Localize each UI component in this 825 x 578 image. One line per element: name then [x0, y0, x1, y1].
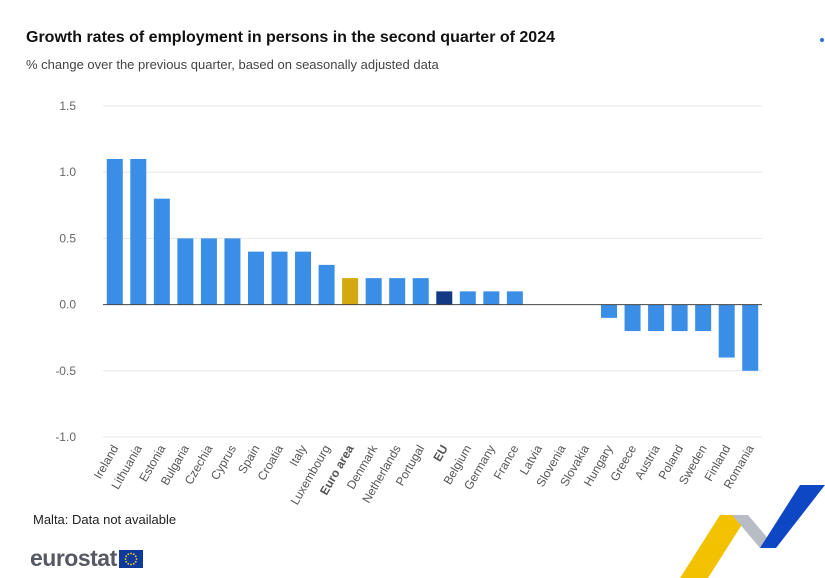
y-tick-label: -1.0 [55, 430, 76, 444]
y-tick-label: 0.5 [59, 231, 76, 245]
bar-belgium[interactable] [459, 291, 476, 305]
decorative-swoosh [680, 485, 825, 578]
bar-ireland[interactable] [106, 158, 123, 305]
bar-portugal[interactable] [412, 278, 429, 305]
y-tick-label: -0.5 [55, 364, 76, 378]
bar-cyprus[interactable] [224, 238, 241, 305]
bar-austria[interactable] [648, 304, 665, 332]
bar-eu[interactable] [436, 291, 453, 305]
logo-text: eurostat [30, 545, 117, 571]
bar-luxembourg[interactable] [318, 264, 335, 305]
bar-spain[interactable] [247, 251, 264, 305]
bar-poland[interactable] [671, 304, 688, 332]
bar-croatia[interactable] [271, 251, 288, 305]
y-tick-label: 0.0 [59, 298, 76, 312]
bar-finland[interactable] [718, 304, 735, 358]
bar-estonia[interactable] [153, 198, 170, 305]
y-tick-label: 1.5 [59, 99, 76, 113]
bar-italy[interactable] [295, 251, 312, 305]
bar-czechia[interactable] [200, 238, 217, 305]
swoosh-yellow [680, 515, 748, 578]
bar-romania[interactable] [742, 304, 759, 371]
y-tick-label: 1.0 [59, 165, 76, 179]
eu-flag-icon [118, 549, 143, 568]
footnote: Malta: Data not available [33, 512, 177, 527]
chart-subtitle: % change over the previous quarter, base… [26, 57, 439, 72]
bar-lithuania[interactable] [130, 158, 147, 305]
menu-dot-icon[interactable] [820, 38, 824, 42]
swoosh-blue [760, 485, 825, 548]
chart-title: Growth rates of employment in persons in… [26, 29, 555, 46]
bar-hungary[interactable] [601, 304, 618, 318]
x-tick-label: EU [430, 443, 450, 464]
bar-chart: 1.51.00.50.0-0.5-1.0IrelandLithuaniaEsto… [55, 99, 762, 507]
bar-bulgaria[interactable] [177, 238, 194, 305]
swoosh-grey [732, 515, 776, 548]
bar-denmark[interactable] [365, 278, 382, 305]
bar-greece[interactable] [624, 304, 641, 332]
x-tick-label: Italy [287, 443, 310, 469]
eurostat-logo: eurostat [30, 545, 143, 572]
bar-euro-area[interactable] [342, 278, 359, 305]
bar-germany[interactable] [483, 291, 500, 305]
bar-netherlands[interactable] [389, 278, 406, 305]
bar-france[interactable] [506, 291, 523, 305]
bar-sweden[interactable] [695, 304, 712, 332]
